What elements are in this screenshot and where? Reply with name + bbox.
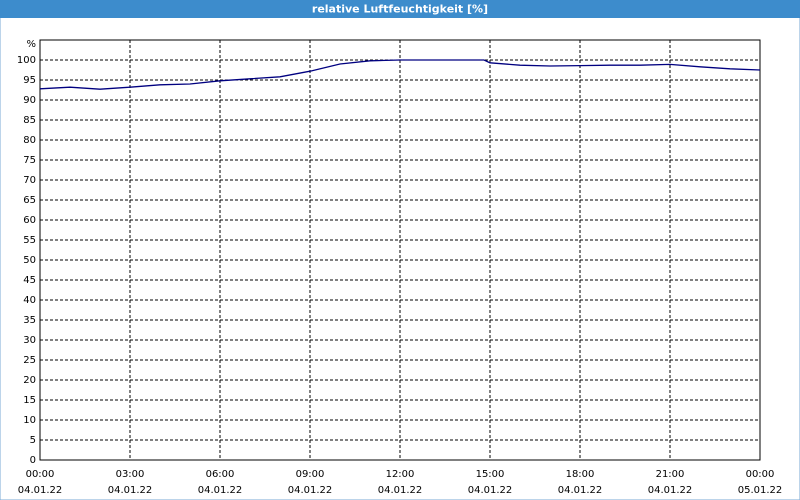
x-tick-date: 04.01.22 [18, 485, 63, 496]
y-tick-label: 85 [23, 115, 36, 126]
x-tick-label: 21:00 [656, 469, 685, 480]
y-tick-label: 65 [23, 195, 36, 206]
x-tick-date: 04.01.22 [558, 485, 603, 496]
y-axis-label: % [26, 39, 36, 50]
y-tick-label: 0 [30, 455, 36, 466]
x-tick-label: 06:00 [206, 469, 235, 480]
y-tick-label: 75 [23, 155, 36, 166]
title-bar [0, 0, 800, 18]
x-tick-date: 04.01.22 [108, 485, 153, 496]
x-tick-label: 00:00 [26, 469, 55, 480]
x-tick-date: 04.01.22 [468, 485, 513, 496]
x-tick-date: 04.01.22 [198, 485, 243, 496]
y-tick-label: 55 [23, 235, 36, 246]
y-tick-label: 25 [23, 355, 36, 366]
line [39, 59, 761, 90]
y-tick-label: 45 [23, 275, 36, 286]
x-tick-date: 04.01.22 [288, 485, 333, 496]
y-tick-label: 60 [23, 215, 36, 226]
y-tick-label: 70 [23, 175, 36, 186]
x-tick-label: 00:00 [746, 469, 775, 480]
y-tick-label: 10 [23, 415, 36, 426]
y-tick-label: 100 [17, 55, 36, 66]
y-tick-label: 15 [23, 395, 36, 406]
y-tick-label: 5 [30, 435, 36, 446]
chart-title: relative Luftfeuchtigkeit [%] [312, 3, 488, 16]
y-tick-label: 20 [23, 375, 36, 386]
y-tick-label: 95 [23, 75, 36, 86]
y-tick-label: 40 [23, 295, 36, 306]
y-tick-label: 30 [23, 335, 36, 346]
x-tick-label: 15:00 [476, 469, 505, 480]
y-tick-label: 80 [23, 135, 36, 146]
y-tick-label: 35 [23, 315, 36, 326]
y-tick-label: 50 [23, 255, 36, 266]
plot-border [39, 39, 761, 461]
x-tick-label: 03:00 [116, 469, 145, 480]
y-tick-label: 90 [23, 95, 36, 106]
x-tick-label: 09:00 [296, 469, 325, 480]
x-tick-label: 12:00 [386, 469, 415, 480]
x-tick-label: 18:00 [566, 469, 595, 480]
x-tick-date: 05.01.22 [738, 485, 783, 496]
x-tick-date: 04.01.22 [378, 485, 423, 496]
x-tick-date: 04.01.22 [648, 485, 693, 496]
